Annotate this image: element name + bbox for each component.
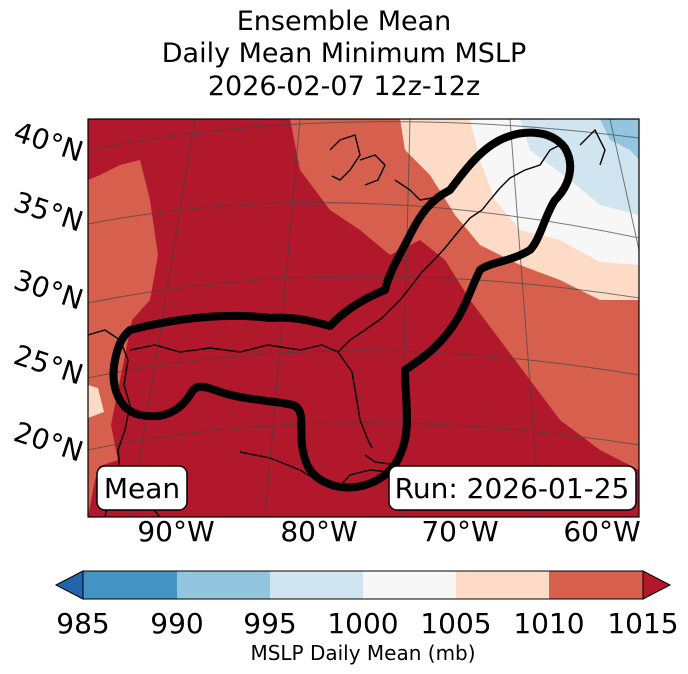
colorbar-extend-low	[54, 570, 84, 600]
lat-label-35: 35°N	[10, 185, 87, 238]
run-box-label: Run: 2026-01-25	[395, 472, 630, 505]
colorbar-tick-995: 995	[243, 607, 296, 640]
colorbar-title: MSLP Daily Mean (mb)	[250, 641, 475, 665]
lon-label-60w: 60°W	[563, 515, 640, 548]
title-line-1: Ensemble Mean	[236, 6, 452, 37]
colorbar-tick-990: 990	[150, 607, 203, 640]
lat-label-25: 25°N	[10, 338, 87, 391]
colorbar-extend-high	[642, 570, 672, 600]
highlight-contour	[109, 128, 575, 492]
lat-label-20: 20°N	[10, 415, 87, 468]
pressure-field-990	[600, 119, 639, 160]
colorbar-bin-985-990	[83, 571, 177, 599]
lon-label-90w: 90°W	[137, 515, 214, 548]
colorbar-tick-1005: 1005	[420, 607, 491, 640]
pressure-field-995	[520, 119, 639, 215]
lat-label-30: 30°N	[10, 263, 87, 316]
colorbar-frame	[82, 570, 644, 600]
colorbar-bin-1010-1015	[549, 571, 643, 599]
colorbar-bin-990-995	[177, 571, 270, 599]
lat-label-40: 40°N	[10, 115, 87, 168]
colorbar	[54, 570, 672, 600]
title-line-2: Daily Mean Minimum MSLP	[161, 38, 527, 69]
map-frame	[87, 118, 640, 518]
colorbar-tick-985: 985	[56, 607, 109, 640]
title-line-3: 2026-02-07 12z-12z	[207, 71, 481, 102]
lon-label-80w: 80°W	[280, 515, 357, 548]
colorbar-bin-995-1000	[270, 571, 363, 599]
colorbar-bin-1000-1005	[363, 571, 456, 599]
colorbar-tick-1000: 1000	[327, 607, 398, 640]
stat-box	[96, 465, 188, 511]
colorbar-tick-1010: 1010	[513, 607, 584, 640]
run-box	[388, 465, 637, 511]
graticule	[88, 119, 639, 517]
colorbar-bin-1005-1010	[456, 571, 549, 599]
pressure-field-1005-sw	[88, 385, 104, 418]
colorbar-tick-1015: 1015	[607, 607, 678, 640]
stat-box-label: Mean	[104, 472, 180, 505]
lon-label-70w: 70°W	[421, 515, 498, 548]
map-panel	[88, 119, 639, 517]
